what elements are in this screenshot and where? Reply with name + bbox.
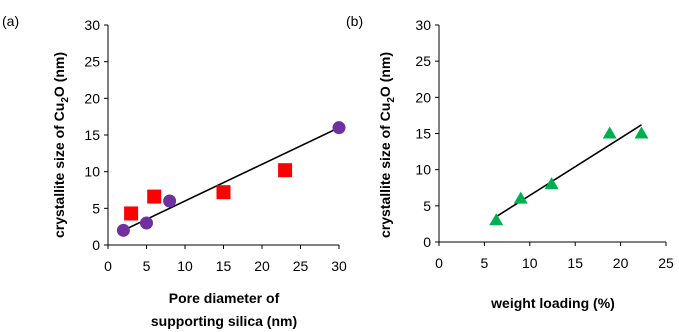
panel-label-a: (a) [2,13,19,29]
x-tick-label: 5 [143,258,151,274]
y-axis-label-b: crystallite size of Cu2O (nm) [377,52,397,238]
x-tick-label: 20 [613,255,629,271]
x-tick-label: 5 [481,255,489,271]
y-tick-label: 15 [84,127,100,143]
y-tick-label: 25 [84,54,100,70]
trendline [123,126,340,232]
trendline-a [123,126,340,232]
marks-a [116,121,346,237]
y-tick-label: 10 [84,164,100,180]
chart-a: (a) crystallite size of Cu2O (nm) Pore d… [2,13,347,329]
data-point-triangle [489,213,504,226]
panel-label-b: (b) [346,13,363,29]
x-tick-label: 10 [177,258,193,274]
chart-b: (b) crystallite size of Cu2O (nm) weight… [346,13,674,311]
x-tick-label: 10 [522,255,538,271]
y-tick-label: 20 [415,89,431,105]
data-point-triangle [544,177,559,190]
y-tick-label: 0 [423,234,431,250]
data-point-triangle [634,126,649,139]
x-axis-label-b: weight loading (%) [490,295,615,311]
y-tick-label: 0 [92,237,100,253]
y-axis-label-a: crystallite size of Cu2O (nm) [51,52,71,238]
y-tick-label: 30 [84,17,100,33]
data-point-square [124,206,139,221]
x-tick-label: 0 [435,255,443,271]
data-point-circle [116,223,130,237]
data-point-triangle [513,191,528,204]
x-axis-label-a-line1: Pore diameter of [169,290,280,306]
x-tick-label: 0 [104,258,112,274]
x-tick-label: 20 [254,258,270,274]
data-point-square [278,163,293,178]
x-tick-label: 15 [567,255,583,271]
marks-b [489,126,649,226]
y-tick-label: 15 [415,126,431,142]
x-tick-label: 25 [658,255,674,271]
x-tick-label: 15 [216,258,232,274]
x-tick-label: 25 [293,258,309,274]
data-point-triangle [602,126,617,139]
data-point-circle [163,194,177,208]
data-point-circle [140,216,153,230]
y-tick-label: 25 [415,53,431,69]
x-tick-label: 30 [331,258,347,274]
y-tick-label: 30 [415,17,431,33]
y-tick-label: 5 [92,200,100,216]
x-axis-label-a-line2: supporting silica (nm) [151,313,297,329]
y-tick-label: 20 [84,90,100,106]
y-tick-label: 5 [423,198,431,214]
data-point-square [147,189,162,204]
axes-b: 0 5 10 15 20 25 30 0 5 10 15 20 25 [415,17,674,271]
axes-a: 0 5 10 15 20 25 30 0 5 10 15 20 25 30 [84,17,347,274]
data-point-square [216,185,231,200]
y-tick-label: 10 [415,162,431,178]
data-point-circle [332,121,346,135]
